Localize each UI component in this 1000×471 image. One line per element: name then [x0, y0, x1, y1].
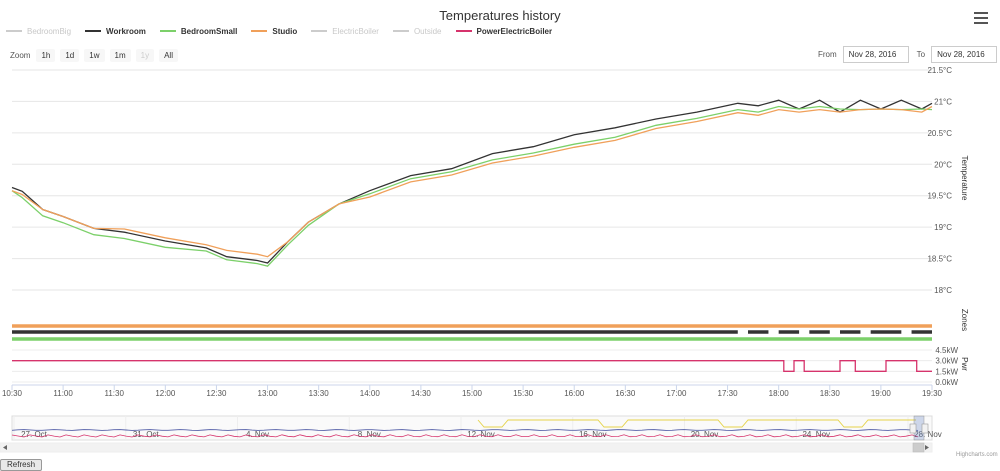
y-tick-label: 21.5°C [927, 66, 952, 75]
navigator-tick-label: 31. Oct [133, 430, 160, 439]
legend-line-icon [311, 30, 328, 32]
series-line-workroom [11, 99, 933, 264]
navigator-tick-label: 4. Nov [246, 430, 269, 439]
x-tick-label: 17:00 [666, 389, 687, 398]
y-tick-label: 20°C [934, 160, 952, 169]
zoom-label: Zoom [10, 51, 31, 60]
x-tick-label: 14:00 [360, 389, 381, 398]
navigator-tick-label: 16. Nov [579, 430, 607, 439]
pwr-axis-title: Pwr [960, 357, 969, 371]
x-tick-label: 12:30 [206, 389, 227, 398]
legend-item-outside[interactable]: Outside [392, 24, 442, 38]
x-tick-label: 17:30 [718, 389, 739, 398]
x-tick-label: 18:30 [820, 389, 841, 398]
x-tick-label: 16:30 [615, 389, 636, 398]
legend-line-icon [159, 30, 176, 32]
x-tick-label: 11:00 [53, 389, 73, 398]
from-date-input[interactable]: Nov 28, 2016 [842, 46, 909, 63]
navigator-tick-label: 27. Oct [21, 430, 48, 439]
zoom-button-1w[interactable]: 1w [84, 49, 105, 62]
credits[interactable]: Highcharts.com [956, 452, 998, 458]
zoom-button-all[interactable]: All [159, 49, 178, 62]
legend-label: PowerElectricBoiler [476, 26, 553, 36]
legend-label: BedroomBig [27, 26, 72, 36]
legend-label: Outside [413, 26, 442, 36]
y-tick-label: 19°C [934, 223, 952, 232]
pwr-tick-label: 1.5kW [935, 367, 958, 376]
x-tick-label: 11:30 [105, 389, 125, 398]
y-axis-title: Temperature [960, 156, 969, 201]
context-menu-button[interactable] [972, 10, 990, 26]
y-tick-label: 18°C [934, 286, 952, 295]
x-tick-label: 18:00 [769, 389, 790, 398]
x-tick-label: 13:30 [309, 389, 330, 398]
navigator-tick-label: 28. Nov [914, 430, 942, 439]
to-label: To [916, 50, 926, 59]
y-tick-label: 19.5°C [927, 192, 952, 201]
y-tick-label: 18.5°C [927, 255, 952, 264]
navigator-tick-label: 20. Nov [691, 430, 719, 439]
legend-item-bedroomsmall[interactable]: BedroomSmall [159, 24, 238, 38]
legend-label: Workroom [106, 26, 146, 36]
series-line-powerelectricboiler [12, 360, 932, 372]
legend-item-bedroombig[interactable]: BedroomBig [6, 24, 71, 38]
zoom-button-1h[interactable]: 1h [36, 49, 56, 62]
x-tick-label: 12:00 [155, 389, 176, 398]
x-tick-label: 19:30 [922, 389, 943, 398]
date-range: From Nov 28, 2016 To Nov 28, 2016 [818, 46, 1000, 63]
menu-icon [974, 12, 988, 14]
y-tick-label: 20.5°C [927, 129, 952, 138]
x-tick-label: 13:00 [258, 389, 279, 398]
navigator-series [477, 419, 916, 428]
navigator-handle-right [921, 423, 929, 434]
x-tick-label: 19:00 [871, 389, 892, 398]
legend-line-icon [455, 30, 472, 32]
pwr-tick-label: 3.0kW [935, 357, 958, 366]
legend-line-icon [392, 30, 409, 32]
zoom-button-1y[interactable]: 1y [135, 49, 155, 62]
legend-item-studio[interactable]: Studio [251, 24, 297, 38]
navigator-tick-label: 8. Nov [358, 430, 381, 439]
navigator-tick-label: 12. Nov [467, 430, 495, 439]
refresh-button[interactable]: Refresh [0, 459, 43, 471]
navigator-series [11, 429, 919, 431]
y-tick-label: 21°C [934, 97, 952, 106]
chart-title: Temperatures history [439, 8, 561, 23]
scrollbar-track [0, 442, 933, 453]
legend-line-icon [251, 30, 268, 32]
legend-item-workroom[interactable]: Workroom [85, 24, 146, 38]
zoom-button-1d[interactable]: 1d [60, 49, 80, 62]
legend-line-icon [85, 30, 102, 32]
legend-label: BedroomSmall [180, 26, 238, 36]
navigator-series [11, 434, 919, 438]
x-tick-label: 10:30 [2, 389, 23, 398]
navigator-handle-left [909, 423, 917, 434]
from-label: From [818, 50, 837, 59]
zoom-button-1m[interactable]: 1m [109, 49, 131, 62]
scroll-right-arrow-icon[interactable] [925, 445, 929, 450]
scroll-left-arrow-icon[interactable] [3, 445, 7, 450]
series-line-bedroomsmall [11, 105, 933, 267]
pwr-tick-label: 4.5kW [935, 346, 958, 355]
pwr-tick-label: 0.0kW [935, 378, 958, 387]
series-line-studio [11, 105, 933, 258]
zones-axis-title: Zones [960, 309, 969, 331]
zoom-selector: Zoom 1h 1d 1w 1m 1y All [10, 49, 183, 62]
x-tick-label: 14:30 [411, 389, 432, 398]
legend-label: Studio [272, 26, 298, 36]
legend: BedroomBig Workroom BedroomSmall Studio Elec… [6, 24, 566, 38]
to-date-input[interactable]: Nov 28, 2016 [931, 46, 998, 63]
legend-label: ElectricBoiler [332, 26, 379, 36]
legend-item-electricboiler[interactable]: ElectricBoiler [311, 24, 379, 38]
scrollbar-thumb [912, 442, 925, 453]
navigator-tick-label: 24. Nov [802, 430, 830, 439]
legend-line-icon [6, 30, 22, 32]
x-tick-label: 16:00 [564, 389, 585, 398]
x-tick-label: 15:00 [462, 389, 483, 398]
legend-item-powerelectricboiler[interactable]: PowerElectricBoiler [455, 24, 553, 38]
x-tick-label: 15:30 [513, 389, 534, 398]
